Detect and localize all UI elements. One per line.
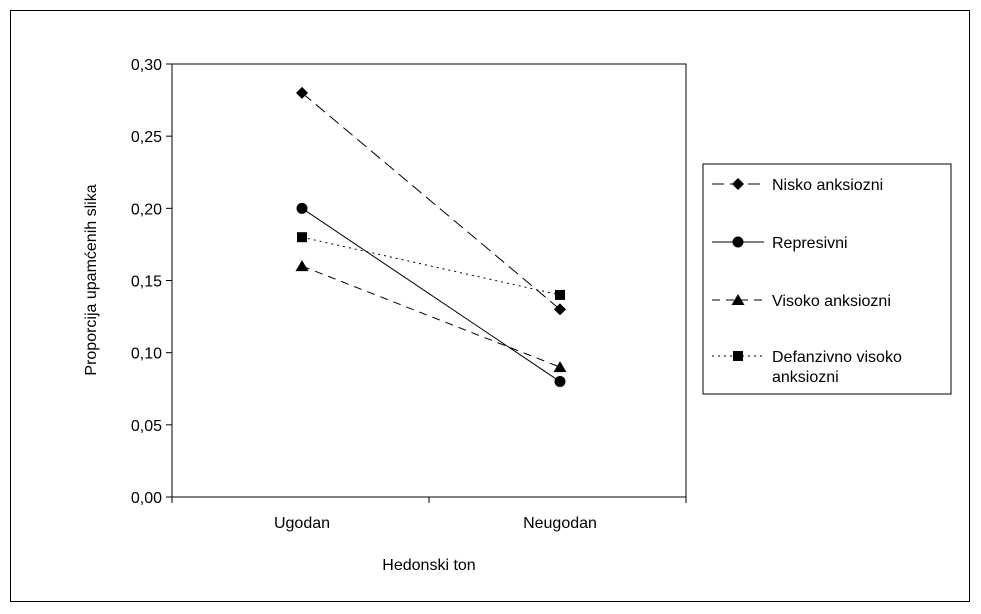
series-line bbox=[301, 207, 561, 382]
data-point-circle bbox=[296, 202, 308, 214]
y-tick-label: 0,25 bbox=[131, 129, 162, 146]
legend-label: Nisko anksiozni bbox=[772, 177, 883, 194]
series-layer bbox=[295, 86, 567, 388]
data-point-triangle bbox=[295, 260, 309, 272]
series-circle bbox=[296, 202, 566, 388]
series-line bbox=[301, 92, 561, 310]
data-point-circle bbox=[554, 376, 566, 388]
x-tick-label: Ugodan bbox=[274, 515, 330, 532]
x-axis-title: Hedonski ton bbox=[382, 557, 475, 574]
legend-item: Represivni bbox=[712, 235, 848, 252]
legend-item: Visoko anksiozni bbox=[712, 293, 891, 310]
chart-frame bbox=[10, 10, 970, 602]
plot-background bbox=[171, 63, 687, 498]
series-diamond bbox=[296, 86, 566, 316]
data-point-square bbox=[555, 289, 565, 300]
axes: 0,00 0,05 0,10 0,15 0,20 0,25 0,30 Ugodan Neugod… bbox=[131, 57, 687, 532]
legend-marker-triangle bbox=[731, 294, 745, 305]
series-line bbox=[301, 265, 561, 368]
legend-marker-circle bbox=[732, 236, 744, 248]
y-tick-label: 0,20 bbox=[131, 201, 162, 218]
legend-label: Visoko anksiozni bbox=[772, 293, 891, 310]
x-tick-label: Neugodan bbox=[523, 515, 597, 532]
y-tick-label: 0,00 bbox=[131, 490, 162, 507]
series-triangle bbox=[295, 260, 567, 373]
legend-label: Defanzivno visoko bbox=[772, 349, 902, 366]
legend-marker-diamond bbox=[732, 178, 744, 190]
series-square bbox=[297, 232, 565, 300]
y-tick-label: 0,15 bbox=[131, 274, 162, 291]
y-tick-label: 0,10 bbox=[131, 346, 162, 363]
legend-item: Defanzivno visoko anksiozni bbox=[712, 349, 902, 386]
data-point-triangle bbox=[553, 361, 567, 373]
y-tick-label: 0,05 bbox=[131, 418, 162, 435]
y-axis-title: Proporcija upamćenih slika bbox=[83, 184, 100, 375]
data-point-diamond bbox=[554, 303, 566, 316]
data-point-diamond bbox=[296, 86, 308, 99]
plot-area bbox=[171, 63, 687, 498]
y-tick-label: 0,30 bbox=[131, 57, 162, 74]
legend-marker-square bbox=[733, 351, 743, 361]
legend-box bbox=[702, 163, 952, 395]
series-line bbox=[301, 236, 561, 296]
legend-label: anksiozni bbox=[772, 369, 839, 386]
legend-item: Nisko anksiozni bbox=[712, 177, 883, 194]
legend-label: Represivni bbox=[772, 235, 848, 252]
legend: Nisko anksiozni Represivni Visoko anksiozn… bbox=[702, 163, 952, 395]
data-point-square bbox=[297, 232, 307, 243]
